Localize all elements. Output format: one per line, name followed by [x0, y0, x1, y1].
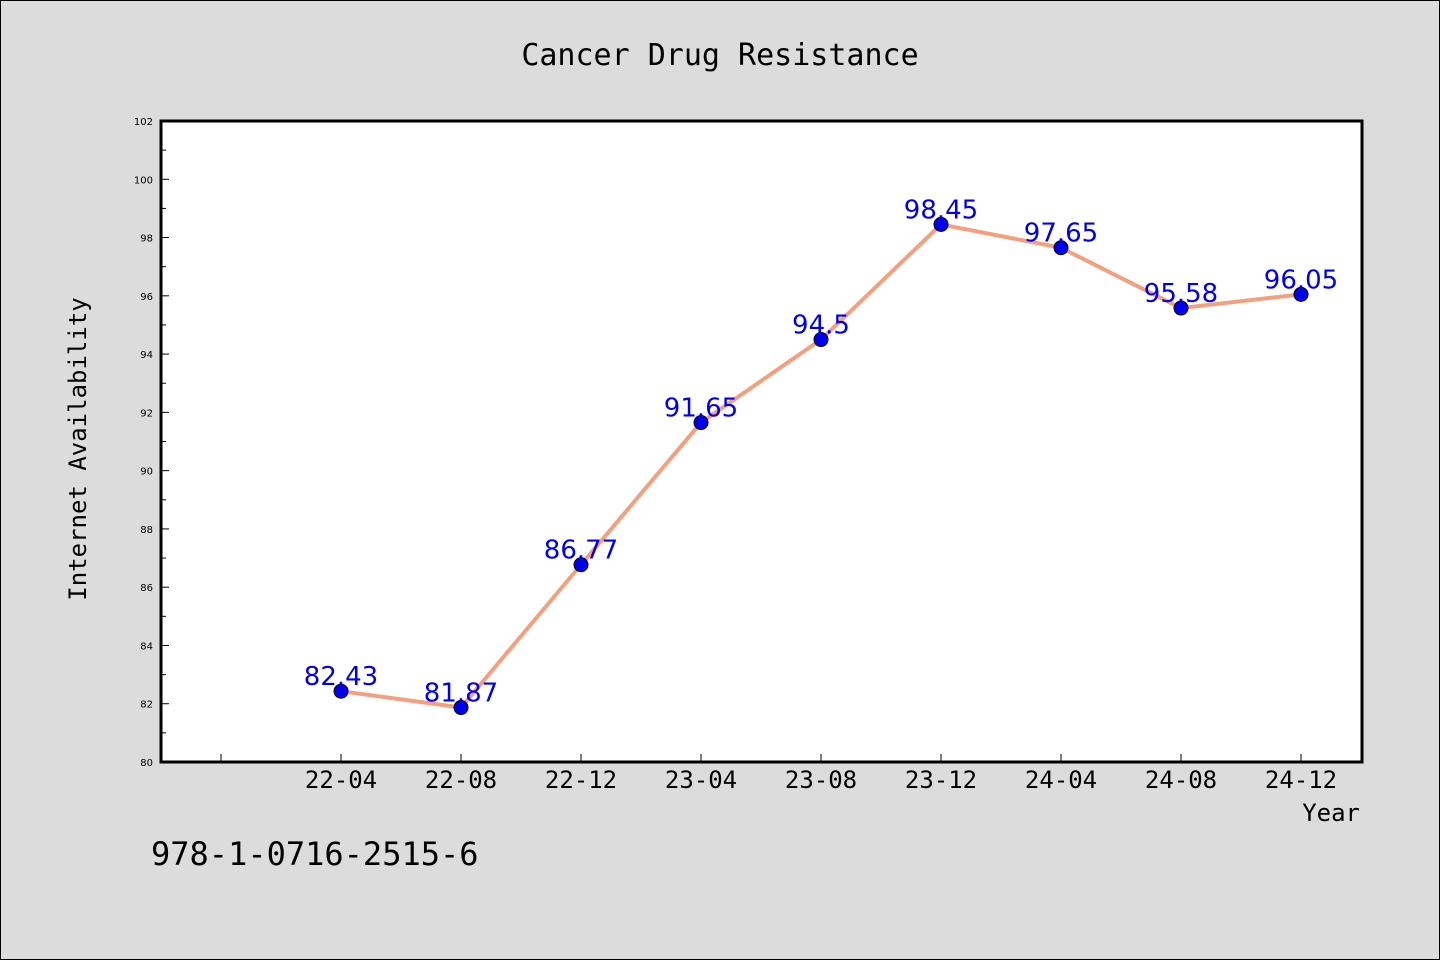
- data-label: 91.65: [664, 394, 738, 424]
- y-axis-label: Internet Availability: [64, 297, 92, 600]
- data-point: [1293, 286, 1309, 302]
- x-tick-label: 24-04: [1025, 766, 1097, 794]
- y-tick-label: 86: [140, 583, 153, 594]
- x-tick-label: 23-08: [785, 766, 857, 794]
- data-point: [333, 683, 349, 699]
- x-axis-label: Year: [1302, 799, 1360, 827]
- x-axis-ticks: 22-04 22-08 22-12 23-04 23-08 23-12 24-04 24-08…: [220, 754, 1337, 794]
- y-axis-ticks: 80 82 84 86 88 90 92 94 96 98 100 102: [134, 117, 169, 769]
- y-tick-label: 102: [134, 117, 153, 128]
- y-tick-label: 98: [140, 234, 153, 245]
- footer-code: 978-1-0716-2515-6: [151, 835, 479, 873]
- x-tick-label: 24-08: [1145, 766, 1217, 794]
- x-tick-label: 24-12: [1265, 766, 1337, 794]
- x-tick-label: 23-04: [665, 766, 737, 794]
- data-label: 97.65: [1024, 219, 1098, 249]
- x-tick-label: 22-12: [545, 766, 617, 794]
- data-label: 86.77: [544, 536, 618, 566]
- y-tick-label: 92: [140, 408, 153, 419]
- chart-title: Cancer Drug Resistance: [521, 38, 918, 73]
- y-tick-label: 96: [140, 292, 153, 303]
- x-tick-label: 22-04: [305, 766, 377, 794]
- data-point: [453, 700, 469, 716]
- data-label: 96.05: [1264, 265, 1338, 295]
- y-tick-label: 94: [140, 350, 153, 361]
- data-point: [1173, 300, 1189, 316]
- data-point: [1053, 240, 1069, 256]
- data-label: 98.45: [904, 195, 978, 225]
- plot-area: [159, 119, 1364, 764]
- data-point: [813, 332, 829, 348]
- data-labels: 82.43 81.87 86.77 91.65 94.5 98.45 97.65 95.58 9…: [304, 195, 1338, 708]
- y-tick-label: 84: [140, 641, 153, 652]
- x-tick-label: 23-12: [905, 766, 977, 794]
- y-tick-label: 88: [140, 525, 153, 536]
- data-point: [573, 557, 589, 573]
- y-tick-label: 80: [140, 758, 153, 769]
- y-tick-label: 90: [140, 467, 153, 478]
- data-label: 94.5: [792, 311, 850, 341]
- y-tick-label: 82: [140, 700, 153, 711]
- series-layer: [333, 216, 1309, 716]
- data-label: 81.87: [424, 679, 498, 709]
- data-label: 82.43: [304, 662, 378, 692]
- x-tick-label: 22-08: [425, 766, 497, 794]
- y-tick-label: 100: [134, 175, 153, 186]
- data-point: [933, 216, 949, 232]
- data-point: [693, 415, 709, 431]
- data-label: 95.58: [1144, 279, 1218, 309]
